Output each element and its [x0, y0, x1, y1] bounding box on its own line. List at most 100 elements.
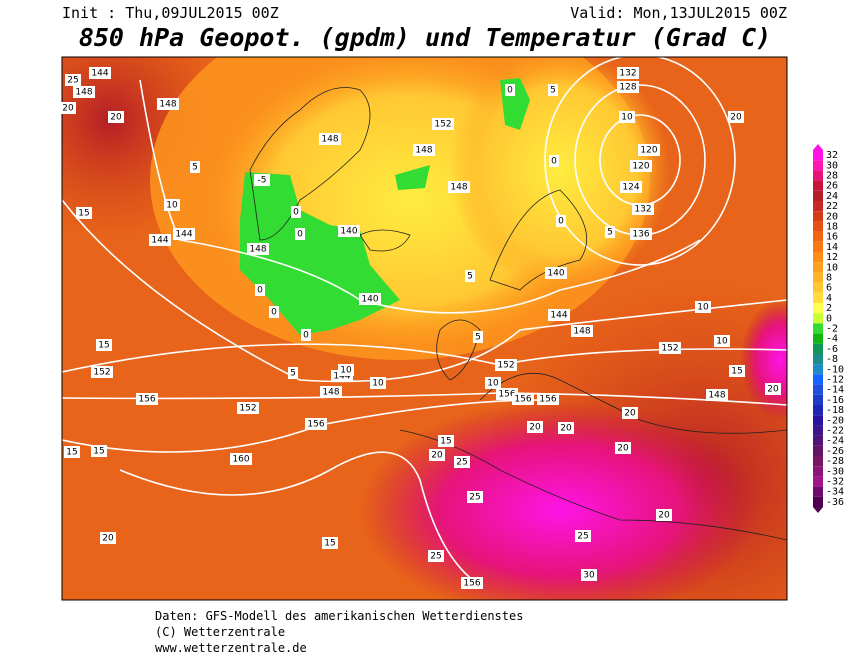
colorbar-label: -2 — [826, 324, 838, 335]
colorbar-tip — [813, 507, 823, 513]
contour-label: 132 — [634, 205, 651, 215]
colorbar-swatch — [813, 333, 823, 344]
colorbar-label: 20 — [826, 211, 838, 222]
footer-url: www.wetterzentrale.de — [155, 641, 307, 655]
colorbar-swatch — [813, 466, 823, 477]
colorbar-swatch — [813, 170, 823, 181]
contour-label-box — [706, 389, 728, 401]
colorbar-label: 12 — [826, 252, 838, 263]
contour-label: 25 — [577, 532, 588, 542]
contour-label: 136 — [632, 230, 649, 240]
contour-label: 144 — [550, 311, 567, 321]
contour-label: 156 — [138, 395, 155, 405]
colorbar-label: 18 — [826, 222, 838, 233]
contour-label: 144 — [91, 69, 108, 79]
colorbar-swatch — [813, 303, 823, 314]
contour-label: 20 — [617, 444, 629, 454]
colorbar-swatch — [813, 476, 823, 487]
contour-label-box — [556, 215, 566, 227]
colorbar-swatch — [813, 211, 823, 222]
contour-label-box — [255, 284, 265, 296]
colorbar-tip — [813, 144, 823, 150]
colorbar-label: -24 — [826, 436, 844, 447]
colorbar-label: -14 — [826, 385, 844, 396]
colorbar-swatch — [813, 343, 823, 354]
contour-label-box — [237, 402, 259, 414]
contour-label-box — [438, 435, 454, 447]
contour-label-box — [729, 365, 745, 377]
contour-label-box — [305, 418, 327, 430]
contour-label: 128 — [619, 83, 636, 93]
colorbar-swatch — [813, 354, 823, 365]
contour-label-box — [254, 174, 270, 186]
contour-label-box — [338, 364, 354, 376]
contour-label-box — [338, 225, 360, 237]
colorbar-swatch — [813, 262, 823, 273]
contour-label: 15 — [440, 437, 451, 447]
colorbar-label: -16 — [826, 395, 844, 406]
colorbar-swatch — [813, 405, 823, 416]
contour-label: 132 — [619, 69, 636, 79]
colorbar-label: 22 — [826, 201, 838, 212]
contour-label: 0 — [293, 208, 299, 218]
contour-label-box — [581, 569, 597, 581]
contour-label-box — [505, 84, 515, 96]
contour-label-box — [548, 309, 570, 321]
contour-label-box — [549, 155, 559, 167]
colorbar: 32302826242220181614121086420-2-4-6-8-10… — [813, 144, 844, 513]
contour-label-box — [91, 366, 113, 378]
colorbar-swatch — [813, 241, 823, 252]
colorbar-label: 14 — [826, 242, 838, 253]
colorbar-label: -28 — [826, 456, 844, 467]
colorbar-label: 24 — [826, 191, 838, 202]
contour-label: 5 — [550, 86, 556, 96]
contour-label: 5 — [192, 163, 198, 173]
colorbar-label: -34 — [826, 487, 844, 498]
contour-labels: 1441482025201485101514414414800140140014… — [60, 67, 781, 589]
contour-label: 20 — [624, 409, 636, 419]
contour-label-box — [638, 144, 660, 156]
colorbar-swatch — [813, 496, 823, 507]
contour-label-box — [288, 367, 298, 379]
contour-label: 0 — [271, 308, 277, 318]
colorbar-swatch — [813, 190, 823, 201]
colorbar-label: -26 — [826, 446, 844, 457]
colorbar-swatch — [813, 486, 823, 497]
colorbar-label: -22 — [826, 426, 844, 437]
contour-label: 156 — [498, 390, 515, 400]
contour-label-box — [100, 532, 116, 544]
contour-label-box — [429, 449, 445, 461]
colorbar-swatch — [813, 272, 823, 283]
contour-label: 156 — [514, 395, 531, 405]
contour-label: -5 — [258, 176, 267, 186]
colorbar-swatch — [813, 292, 823, 303]
coastline — [249, 87, 787, 541]
contour-label-box — [630, 160, 652, 172]
colorbar-label: -6 — [826, 344, 838, 355]
contour-label-box — [622, 407, 638, 419]
contour-label: 0 — [297, 230, 303, 240]
colorbar-label: 6 — [826, 283, 832, 294]
colorbar-swatch — [813, 231, 823, 242]
colorbar-swatch — [813, 394, 823, 405]
contour-label: 15 — [98, 341, 109, 351]
contour-label-box — [89, 67, 111, 79]
contour-label: 25 — [469, 493, 480, 503]
contour-label: 5 — [475, 333, 481, 343]
colorbar-swatch — [813, 282, 823, 293]
contour-label-box — [164, 199, 180, 211]
contour-label: 144 — [175, 230, 192, 240]
contour-label-box — [413, 144, 435, 156]
contour-label-box — [714, 335, 730, 347]
contour-label: 0 — [551, 157, 557, 167]
colorbar-label: 0 — [826, 313, 832, 324]
isohypse — [119, 451, 481, 586]
contour-label: 148 — [322, 388, 339, 398]
contour-label-box — [157, 98, 179, 110]
valid-time: Valid: Mon,13JUL2015 00Z — [570, 4, 787, 22]
contour-label: 124 — [622, 183, 639, 193]
colorbar-label: -18 — [826, 405, 844, 416]
contour-label: 5 — [607, 228, 613, 238]
contour-label-box — [695, 301, 711, 313]
contour-label-box — [173, 228, 195, 240]
